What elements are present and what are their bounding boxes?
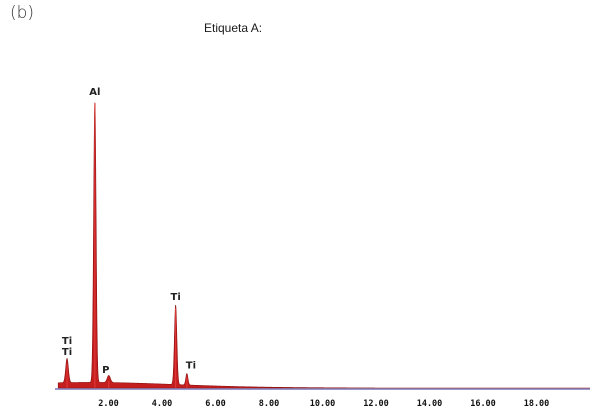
peak-label: Ti [62, 336, 72, 347]
spectrum-area [57, 102, 590, 389]
panel-label: (b) [10, 3, 35, 23]
x-tick-label: 18.00 [524, 399, 550, 409]
peak-label: Al [89, 87, 100, 98]
x-tick-label: 14.00 [417, 399, 443, 409]
peak-label: Ti [171, 292, 181, 303]
x-tick-label: 12.00 [363, 399, 389, 409]
peak-label: Ti [62, 347, 72, 358]
x-axis-ticks: 2.00 4.00 6.00 8.00 10.00 12.00 14.00 16.00 18.0… [98, 399, 549, 409]
plot-area [55, 102, 590, 390]
x-tick-label: 2.00 [98, 399, 118, 409]
peak-label: Ti [186, 361, 196, 372]
x-tick-label: 6.00 [205, 399, 225, 409]
chart-title: Etiqueta A: [204, 21, 263, 35]
peak-label: P [102, 365, 109, 376]
x-tick-label: 16.00 [470, 399, 496, 409]
x-tick-label: 4.00 [152, 399, 172, 409]
x-tick-label: 8.00 [259, 399, 279, 409]
x-tick-label: 10.00 [310, 399, 336, 409]
